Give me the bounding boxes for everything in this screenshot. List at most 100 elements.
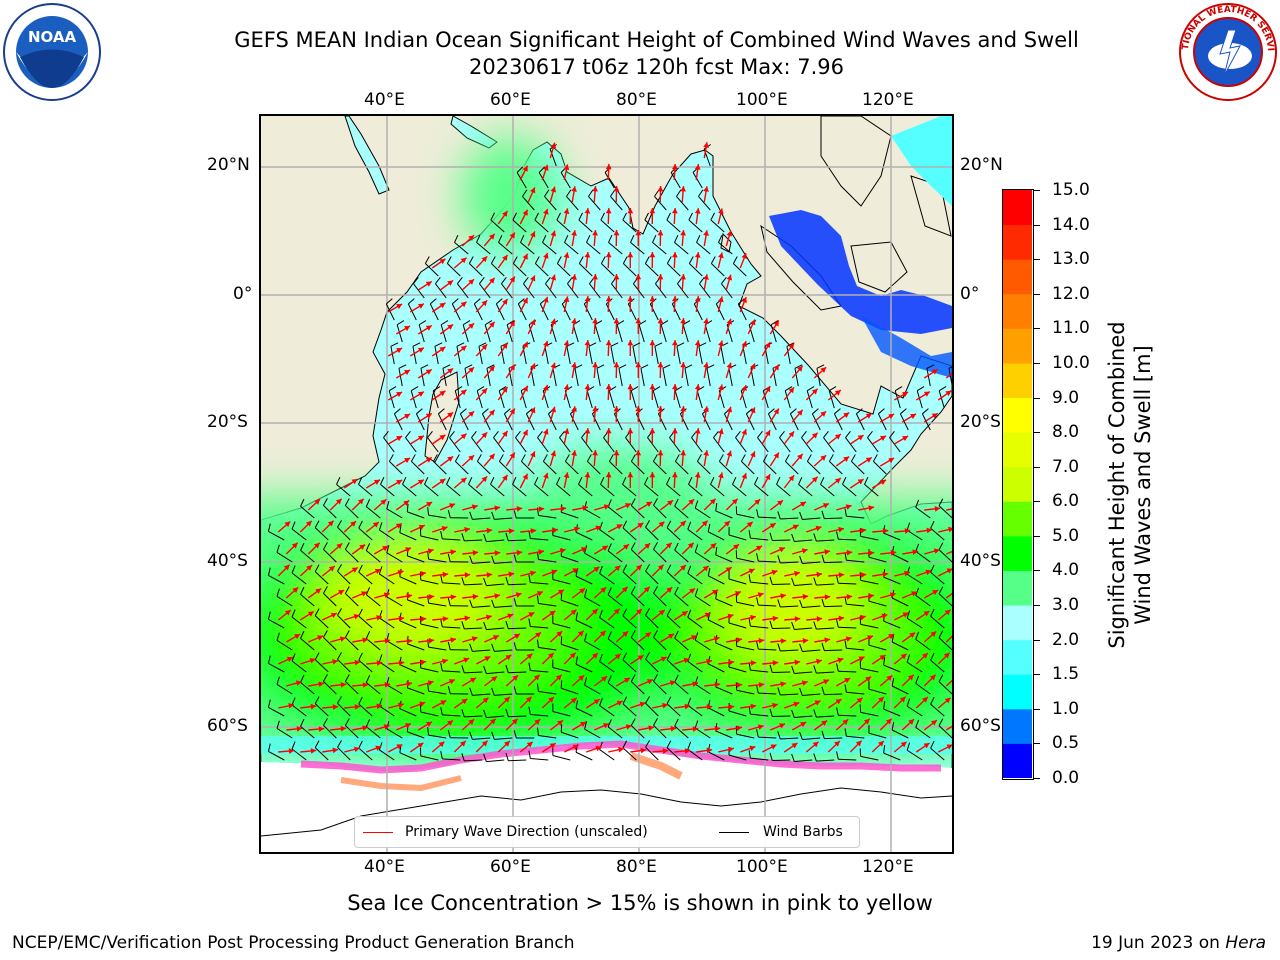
wave-direction-arrow [352, 682, 369, 688]
wave-direction-arrow [681, 498, 695, 511]
wave-direction-arrow [461, 454, 475, 467]
wind-barb [442, 364, 451, 387]
wind-barb [528, 662, 549, 673]
wind-barb [419, 747, 439, 761]
wave-direction-arrow [813, 454, 827, 467]
wind-barb [314, 740, 329, 761]
colorbar-tick-mark [1034, 190, 1040, 191]
wind-barb [415, 408, 425, 431]
wind-barb [483, 753, 505, 763]
wave-direction-arrow [616, 724, 632, 731]
wave-direction-arrow [902, 549, 919, 556]
wave-direction-arrow [814, 637, 831, 644]
wind-barb [948, 366, 952, 387]
lon-tick-top: 40°E [364, 90, 405, 110]
wave-direction-arrow [770, 593, 787, 599]
legend-wave-swatch [363, 832, 393, 833]
wave-direction-arrow [417, 368, 433, 379]
wind-barb [440, 618, 461, 629]
wave-direction-arrow [519, 611, 535, 621]
wind-barb [748, 750, 769, 761]
wave-direction-arrow [739, 384, 747, 401]
colorbar-tick-mark [1034, 570, 1040, 572]
wind-barb [844, 640, 865, 651]
wave-direction-arrow [585, 608, 599, 621]
wave-direction-arrow [915, 610, 930, 621]
wind-barb [434, 342, 443, 365]
colorbar-segment [1003, 708, 1032, 744]
wind-barb [688, 212, 703, 233]
wind-barb [906, 654, 923, 673]
wave-direction-arrow [541, 208, 549, 225]
wave-direction-arrow [593, 630, 607, 643]
colorbar-tick-mark [1034, 224, 1040, 226]
wave-direction-arrow [454, 572, 471, 578]
wind-barb [314, 652, 329, 673]
wind-barb [420, 364, 429, 387]
lat-tick-left: 0° [233, 284, 253, 304]
legend-barb-swatch [719, 832, 749, 833]
wave-direction-arrow [299, 610, 315, 621]
wave-direction-arrow [783, 474, 795, 489]
wave-direction-arrow [871, 479, 887, 489]
wave-direction-arrow [769, 499, 784, 511]
wind-barb [588, 342, 597, 365]
wave-direction-arrow [717, 252, 724, 269]
wind-barb [801, 430, 813, 453]
wind-barb [276, 588, 293, 607]
wind-barb [694, 544, 711, 563]
wave-direction-arrow [322, 704, 339, 710]
wind-barb [556, 256, 571, 277]
wave-direction-arrow [277, 656, 294, 665]
wave-direction-arrow [299, 520, 313, 533]
wave-direction-arrow [541, 428, 549, 445]
wave-direction-arrow [344, 704, 361, 710]
wave-direction-arrow [937, 744, 952, 753]
wave-direction-arrow [673, 564, 687, 577]
wave-direction-arrow [476, 614, 492, 621]
wave-direction-arrow [453, 698, 468, 709]
wind-barb [915, 543, 931, 563]
wind-barb [267, 523, 285, 541]
wave-direction-arrow [937, 697, 952, 709]
wave-direction-arrow [483, 453, 496, 467]
wave-direction-arrow [505, 452, 516, 467]
wind-barb [513, 642, 535, 651]
wave-direction-arrow [409, 479, 425, 489]
wind-barb [616, 320, 625, 343]
wave-direction-arrow [792, 548, 808, 555]
wind-barb [314, 696, 329, 717]
wind-barb [468, 256, 483, 277]
wave-direction-arrow [431, 390, 446, 401]
wave-direction-arrow [410, 571, 427, 577]
wind-barb [859, 660, 879, 673]
wind-barb [516, 166, 527, 189]
wind-barb [622, 740, 637, 761]
wind-barb [358, 520, 373, 541]
wind-barb [300, 674, 315, 695]
wind-barb [859, 528, 879, 541]
wave-direction-arrow [409, 391, 425, 401]
wave-direction-arrow [813, 719, 828, 731]
wind-barb [515, 430, 527, 453]
wind-barb [607, 543, 623, 563]
wave-direction-arrow [937, 390, 952, 401]
noaa-logo: NOAA [2, 2, 102, 102]
wave-direction-arrow [519, 473, 529, 489]
wave-direction-arrow [649, 339, 656, 357]
wave-direction-arrow [563, 472, 570, 489]
wave-direction-arrow [671, 471, 678, 489]
wave-direction-arrow [431, 346, 446, 357]
wave-direction-arrow [439, 279, 454, 291]
wave-direction-arrow [901, 674, 915, 687]
wave-direction-arrow [747, 363, 756, 379]
wind-barb [503, 408, 513, 431]
wave-direction-arrow [613, 405, 620, 423]
wave-direction-arrow [571, 721, 587, 731]
wave-direction-arrow [549, 674, 563, 687]
wind-barb [721, 277, 733, 299]
wind-barb [506, 320, 515, 343]
wave-direction-arrow [571, 274, 577, 291]
wind-barb [791, 533, 813, 543]
wind-barb [469, 555, 491, 564]
